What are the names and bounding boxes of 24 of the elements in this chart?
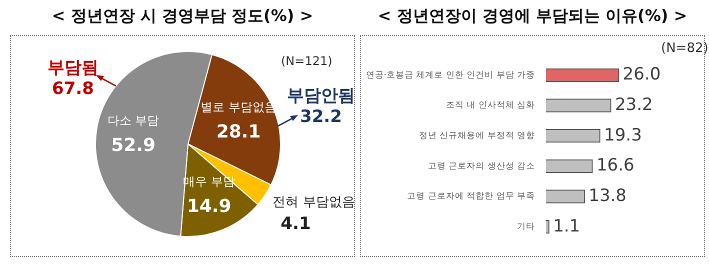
chart-title: < 정년연장 시 경영부담 정도(%) > xyxy=(50,6,314,27)
data-label: 14.9 xyxy=(186,196,232,218)
y-tick-label: 고령 근로자의 생산성 감소 xyxy=(428,161,535,172)
text: (N=121) xyxy=(281,54,332,69)
y-tick-label: 고령 근로자에 적합한 업무 부족 xyxy=(407,192,535,202)
slice-label: 전혀 부담없음 xyxy=(272,195,355,210)
chart-title: < 정년연장이 경영에 부담되는 이유(%) > xyxy=(376,6,688,27)
data-label: 1.1 xyxy=(553,216,580,236)
data-label: 26.0 xyxy=(622,64,661,85)
y-tick-label: 기타 xyxy=(517,222,535,232)
slice-label: 다소 부담 xyxy=(107,114,160,128)
data-label: 23.2 xyxy=(614,94,653,115)
data-label: 4.1 xyxy=(280,214,311,234)
text: 부담됨 67.8 xyxy=(46,58,100,100)
data-label: 28.1 xyxy=(216,122,261,143)
y-tick-label: 조직 내 인사적체 심화 xyxy=(446,100,535,111)
data-label: 16.6 xyxy=(596,156,634,176)
y-tick-label: 정년 신규채용에 부정적 영향 xyxy=(418,131,535,142)
text: (N=82) xyxy=(661,41,708,58)
data-label: 19.3 xyxy=(604,125,642,146)
data-label: 13.8 xyxy=(588,186,626,206)
text: 부담안됨 32.2 xyxy=(286,86,356,128)
y-tick-label: 연공·호봉급 체계로 인한 인건비 부담 가중 xyxy=(366,70,535,80)
data-label: 52.9 xyxy=(111,135,156,156)
